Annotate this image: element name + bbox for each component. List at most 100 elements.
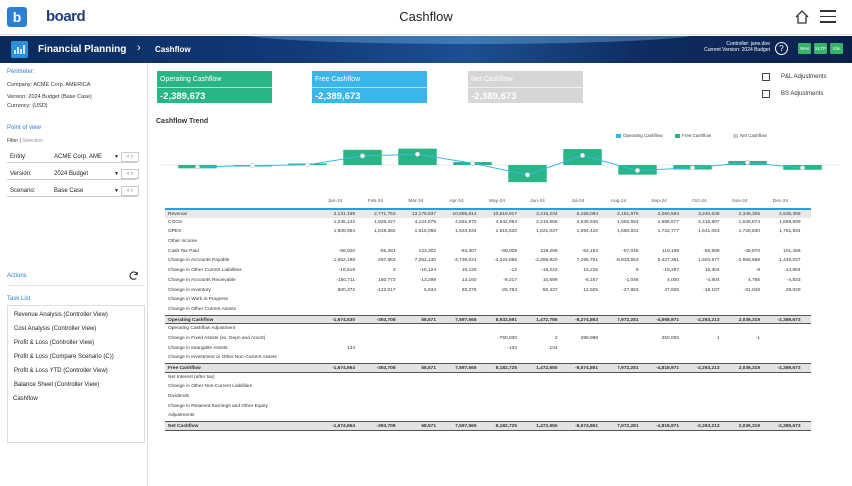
table-cell: -31,048 bbox=[743, 287, 760, 293]
table-cell: 83,278 bbox=[461, 287, 477, 293]
prev-next-icon[interactable]: ‹ › bbox=[121, 186, 139, 196]
help-icon[interactable]: ? bbox=[775, 42, 788, 55]
row-label: Dividends bbox=[168, 394, 190, 400]
dropdown-arrow-icon: ▼ bbox=[114, 188, 119, 194]
controller-info: Controller: jane.doe Current Version: 20… bbox=[704, 41, 770, 53]
task-item[interactable]: Cost Analysis (Controller View) bbox=[14, 326, 97, 332]
task-list-title: Task List bbox=[7, 296, 31, 302]
table-cell: -1 bbox=[755, 335, 760, 341]
page-title: Cashflow bbox=[399, 9, 453, 24]
prev-next-icon[interactable]: ‹ › bbox=[121, 169, 139, 179]
table-cell: 1,504,577 bbox=[698, 258, 720, 264]
badge-xfin[interactable]: Xfin bbox=[830, 43, 843, 54]
table-cell: -27,863 bbox=[622, 287, 639, 293]
table-cell: 2,535,369 bbox=[779, 212, 801, 217]
table-cell: 1,448,037 bbox=[779, 258, 801, 264]
table-cell: 2,161,875 bbox=[617, 212, 639, 217]
badge-wes[interactable]: Wes bbox=[798, 43, 811, 54]
table-cell: 2,215,655 bbox=[536, 219, 558, 225]
prev-next-icon[interactable]: ‹ › bbox=[121, 152, 139, 162]
table-cell: -122,017 bbox=[376, 287, 396, 293]
version-select[interactable]: Version: 2024 Budget ▼ ‹ › bbox=[7, 168, 139, 180]
dropdown-arrow-icon: ▼ bbox=[114, 154, 119, 160]
table-cell: -14,884 bbox=[784, 268, 801, 274]
operating-cashflow-point bbox=[524, 172, 530, 178]
table-cell: -393,708 bbox=[376, 424, 396, 430]
hamburger-menu-icon[interactable] bbox=[820, 10, 836, 24]
operating-cashflow-point bbox=[744, 160, 750, 166]
table-cell: 4,766 bbox=[747, 277, 760, 283]
table-row: Adjustments bbox=[165, 411, 811, 421]
table-cell: 1,548,874 bbox=[738, 219, 760, 225]
task-item[interactable]: Revenue Analysis (Controller View) bbox=[14, 312, 108, 318]
table-cell: -4,818,971 bbox=[656, 366, 679, 371]
operating-cashflow-line bbox=[197, 153, 803, 176]
top-bar: b board Cashflow bbox=[0, 0, 852, 35]
refresh-icon[interactable] bbox=[128, 270, 139, 281]
row-label: Change in Fixed Assets (ex. Depn and Amo… bbox=[168, 335, 266, 341]
bs-adjustments-link[interactable]: BS Adjustments bbox=[758, 88, 848, 102]
table-row: OPEX 1,608,954 1,619,382 1,615,065 1,634,834… bbox=[165, 227, 811, 237]
task-item[interactable]: Balance Sheet (Controller View) bbox=[14, 382, 100, 388]
table-cell: -15,242 bbox=[541, 268, 558, 274]
column-header: Dec-24 bbox=[772, 199, 789, 204]
table-cell: 500,372 bbox=[337, 287, 355, 293]
divider bbox=[7, 285, 145, 286]
row-label: Operating Cashflow bbox=[168, 317, 214, 323]
table-cell: 3,240,638 bbox=[698, 212, 720, 217]
table-cell: -6,167 bbox=[584, 277, 598, 283]
filter-tab[interactable]: Filter bbox=[7, 138, 19, 144]
table-cell: 9 bbox=[635, 268, 639, 274]
table-cell: -68,020 bbox=[338, 248, 355, 254]
table-cell: -4,322,856 bbox=[494, 258, 517, 264]
pl-adjustments-link[interactable]: P&L Adjustments bbox=[758, 71, 848, 85]
cashflow-trend-chart bbox=[160, 148, 840, 183]
table-cell: 7,597,565 bbox=[455, 424, 477, 430]
table-cell: 2,036,319 bbox=[738, 317, 760, 323]
header-banner: Financial Planning › Cashflow Controller… bbox=[0, 36, 852, 63]
external-link-icon bbox=[762, 73, 770, 81]
row-label: Adjustments bbox=[168, 413, 195, 419]
entity-select[interactable]: Entity: ACME Corp. AME ▼ ‹ › bbox=[7, 151, 139, 163]
table-cell: 7,972,281 bbox=[617, 424, 639, 430]
breadcrumb-root[interactable]: Financial Planning bbox=[38, 44, 127, 55]
operating-cashflow-point bbox=[194, 164, 200, 170]
table-cell: -2,389,673 bbox=[777, 317, 801, 323]
task-item[interactable]: Profit & Loss (Controller View) bbox=[14, 340, 95, 346]
task-item[interactable]: Profit & Loss YTD (Controller View) bbox=[14, 368, 108, 374]
legend-free: Free Cashflow bbox=[675, 133, 711, 138]
table-cell: 1,615,065 bbox=[414, 229, 436, 235]
home-icon[interactable] bbox=[794, 9, 810, 25]
table-cell: -2,263,213 bbox=[696, 424, 720, 430]
table-row: Change in Other Current Assets bbox=[165, 305, 811, 315]
chart-title: Cashflow Trend bbox=[156, 118, 209, 125]
table-cell: -18,107 bbox=[703, 287, 720, 293]
scenario-select[interactable]: Scenario: Base Case ▼ ‹ › bbox=[7, 185, 139, 197]
table-cell: 8,182,725 bbox=[495, 424, 517, 430]
badge-sltp[interactable]: SLTP bbox=[814, 43, 827, 54]
table-row: Change in Intangible Assets 134 -134 134 bbox=[165, 344, 811, 354]
actions-title: Actions bbox=[7, 273, 27, 279]
table-row: Change in Fixed Assets (ex. Depn and Amo… bbox=[165, 334, 811, 344]
table-cell: -2,958,669 bbox=[737, 258, 760, 264]
row-label: Change in Investment or Other Non-Curren… bbox=[168, 355, 277, 361]
table-cell: 1,472,650 bbox=[536, 424, 558, 430]
table-cell: 29,029 bbox=[785, 287, 801, 293]
table-cell: -50,437 bbox=[541, 287, 558, 293]
task-item-active[interactable]: Cashflow bbox=[13, 396, 38, 402]
board-logo-icon[interactable]: b bbox=[7, 7, 27, 27]
table-cell: -15,287 bbox=[662, 268, 679, 274]
table-cell: 250,000 bbox=[661, 335, 679, 341]
kpi-free-cashflow: Free Cashflow -2,389,673 bbox=[312, 71, 427, 104]
column-header: Sep-24 bbox=[651, 199, 667, 204]
table-cell: 2 bbox=[554, 335, 558, 341]
table-cell: -9,217 bbox=[503, 277, 517, 283]
table-row: Change in Inventory 500,372 -122,017 5,634 8… bbox=[165, 286, 811, 296]
task-item[interactable]: Profit & Loss (Compare Scenario (C)) bbox=[14, 354, 114, 360]
table-cell: 2,036,319 bbox=[738, 366, 760, 371]
table-cell: 134 bbox=[346, 345, 355, 351]
table-row: Change in Retained Earnings and Other Eq… bbox=[165, 402, 811, 412]
table-cell: -2,263,213 bbox=[696, 366, 720, 371]
selection-tab[interactable]: Selection bbox=[22, 138, 43, 144]
table-cell: 1 bbox=[716, 335, 720, 341]
